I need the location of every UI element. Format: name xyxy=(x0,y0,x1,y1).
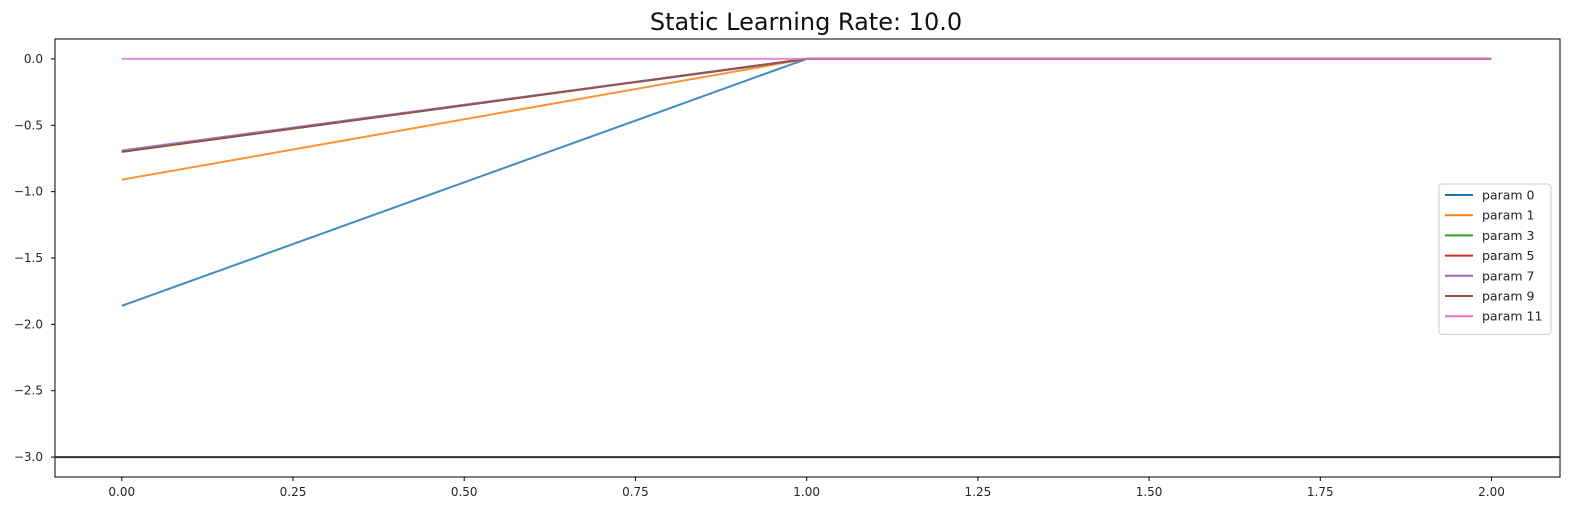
y-tick-label: −2.0 xyxy=(14,317,43,331)
series-line-param-9 xyxy=(121,57,1492,153)
x-tick-label: 1.50 xyxy=(1136,485,1163,499)
y-tick-label: −0.5 xyxy=(14,118,43,132)
x-tick-label: 0.00 xyxy=(108,485,135,499)
y-tick-label: 0.0 xyxy=(24,52,43,66)
y-tick-label: −1.5 xyxy=(14,251,43,265)
legend-label: param 11 xyxy=(1482,309,1542,324)
chart-title: Static Learning Rate: 10.0 xyxy=(650,8,962,36)
series-line-param-1 xyxy=(121,57,1492,181)
y-tick-label: −3.0 xyxy=(14,450,43,464)
legend-label: param 1 xyxy=(1482,208,1535,223)
plot-frame xyxy=(54,38,1561,478)
series-line-param-0 xyxy=(121,57,1492,307)
y-axis: 0.0 −0.5 −1.0 −1.5 −2.0 −2.5 −3.0 xyxy=(14,52,55,464)
plot-area xyxy=(54,38,1561,478)
legend: param 0 param 1 param 3 param 5 param 7 param… xyxy=(1438,183,1552,335)
x-tick-label: 1.25 xyxy=(965,485,992,499)
legend-label: param 9 xyxy=(1482,289,1535,304)
legend-label: param 0 xyxy=(1482,188,1535,203)
y-tick-label: −2.5 xyxy=(14,384,43,398)
series-line-param-7 xyxy=(121,57,1492,152)
legend-label: param 5 xyxy=(1482,248,1535,263)
y-tick-label: −1.0 xyxy=(14,185,43,199)
x-tick-label: 1.75 xyxy=(1307,485,1334,499)
x-tick-label: 0.25 xyxy=(280,485,307,499)
x-tick-label: 2.00 xyxy=(1478,485,1505,499)
legend-label: param 7 xyxy=(1482,268,1535,283)
x-tick-label: 0.50 xyxy=(451,485,478,499)
x-tick-label: 0.75 xyxy=(622,485,649,499)
x-tick-label: 1.00 xyxy=(793,485,820,499)
series-line-param-5 xyxy=(121,57,1492,153)
series-line-param-3 xyxy=(121,57,1492,153)
x-axis: 0.00 0.25 0.50 0.75 1.00 1.25 1.50 1.75 2.00 xyxy=(108,477,1505,499)
legend-label: param 3 xyxy=(1482,228,1535,243)
